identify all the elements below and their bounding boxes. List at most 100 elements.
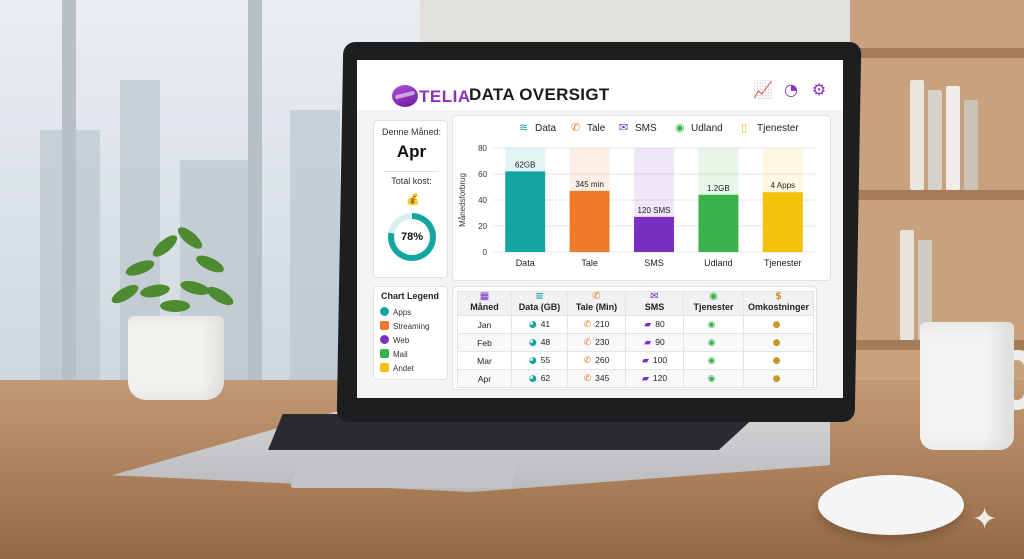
usage-table: ▦ Måned ≡ Data (GB) ✆ Tale (Min) ✉ SMS ◉ Tjen… — [457, 291, 814, 388]
month-summary-card: Denne Måned: Apr Total kost: 💰 78% — [373, 120, 448, 278]
chart-legend-sms: ✉ SMS — [619, 121, 657, 134]
y-tick-label: 0 — [483, 248, 488, 257]
legend-item-web: Web — [380, 335, 448, 347]
bar-data — [505, 171, 546, 252]
data-label: 120 SMS — [638, 206, 671, 215]
usage-chart-card: ≋ Data ✆ Tale ✉ SMS ◉ Udland ▯ Tjenester Måne… — [452, 115, 831, 281]
data-label: 345 min — [575, 180, 603, 189]
legend-item-streaming: Streaming — [380, 321, 448, 333]
phone-icon: ✆ — [583, 356, 592, 366]
globe-icon: ◉ — [707, 374, 716, 384]
database-icon: ≡ — [535, 291, 544, 302]
col-tale: ✆ Tale (Min) — [567, 291, 626, 316]
y-tick-label: 20 — [478, 222, 487, 231]
cost-label: Total kost: — [391, 176, 432, 186]
phone-icon: ✆ — [592, 291, 601, 302]
cell-data: ◕ 62 — [511, 369, 568, 388]
sparkle-icon: ✦ — [972, 502, 998, 537]
phone-icon: ✆ — [571, 121, 581, 134]
chat-icon: ▰ — [641, 356, 649, 366]
money-bag-icon: ● — [772, 320, 781, 330]
cell-omkostninger: ● — [743, 351, 814, 370]
cell-month: Mar — [457, 351, 512, 370]
money-bag-icon: $ — [775, 291, 782, 302]
legend-title: Chart Legend — [381, 291, 440, 301]
data-label: 62GB — [515, 160, 535, 169]
line-chart-icon[interactable]: 📈 — [753, 80, 773, 99]
cell-tjenester: ◉ — [683, 315, 744, 334]
calendar-icon: ▦ — [479, 291, 490, 302]
usage-table-card: ▦ Måned ≡ Data (GB) ✆ Tale (Min) ✉ SMS ◉ Tjen… — [452, 286, 817, 390]
pie-icon — [380, 307, 389, 316]
col-omkostninger: $ Omkostninger — [743, 291, 814, 316]
chat-icon: ▰ — [641, 374, 649, 384]
chart-legend-tjenester: ▯ Tjenester — [741, 121, 799, 134]
legend-item-mail: Mail — [380, 349, 448, 361]
money-bag-icon: ● — [772, 356, 781, 366]
cell-data: ◕ 48 — [511, 333, 568, 352]
data-label: 1.2GB — [707, 184, 730, 193]
bar-tjenester — [762, 192, 803, 252]
phone-icon: ✆ — [583, 320, 592, 330]
gear-icon[interactable]: ⚙ — [811, 80, 827, 99]
computer-mouse[interactable] — [818, 475, 964, 535]
cell-data: ◕ 55 — [511, 351, 568, 370]
cell-tale: ✆ 210 — [567, 315, 626, 334]
money-bag-icon: ● — [772, 374, 781, 384]
globe-icon: ◉ — [709, 291, 718, 302]
telia-logo-icon — [392, 85, 418, 107]
cell-month: Feb — [457, 333, 512, 352]
phone-icon: ✆ — [583, 374, 592, 384]
phone-icon: ✆ — [583, 338, 592, 348]
cell-sms: ▰ 100 — [625, 351, 684, 370]
bar-sms — [634, 216, 674, 252]
money-bag-icon: 💰 — [406, 194, 420, 206]
chart-legend-tale: ✆ Tale — [571, 121, 606, 134]
globe-icon: ◉ — [707, 320, 716, 330]
cell-sms: ▰ 90 — [625, 333, 684, 352]
x-tick-label: Udland — [704, 258, 733, 268]
chat-icon: ▰ — [644, 338, 652, 348]
coffee-mug — [920, 322, 1014, 450]
x-tick-label: Data — [516, 258, 535, 268]
table-row: Jan ◕ 41 ✆ 210 ▰ 80 ◉ ● — [457, 315, 814, 334]
mail-icon — [380, 349, 389, 358]
bar-chart: Månedsforbrug 0 20 40 60 80 62GB Data 345 min Tal… — [458, 144, 815, 268]
table-header-row: ▦ Måned ≡ Data (GB) ✆ Tale (Min) ✉ SMS ◉ Tjen… — [457, 291, 814, 316]
cell-omkostninger: ● — [743, 333, 814, 352]
app-header: TELIA DATA OVERSIGT 📈 ◔ ⚙ — [357, 60, 843, 110]
cell-tale: ✆ 260 — [567, 351, 626, 370]
pie-icon: ◕ — [528, 320, 537, 330]
month-value: Apr — [396, 142, 427, 161]
cell-tale: ✆ 345 — [567, 369, 626, 388]
x-tick-label: Tjenester — [764, 258, 802, 268]
money-bag-icon: ● — [772, 338, 781, 348]
x-tick-label: Tale — [581, 258, 598, 268]
col-tjenester: ◉ Tjenester — [683, 291, 744, 316]
progress-ring: 78% — [388, 213, 436, 261]
bar-tale — [569, 190, 610, 252]
mail-icon: ✉ — [619, 121, 629, 134]
cell-month: Apr — [457, 369, 512, 388]
y-tick-label: 80 — [478, 144, 487, 153]
cell-omkostninger: ● — [743, 369, 814, 388]
film-icon — [380, 321, 389, 330]
table-row: Feb ◕ 48 ✆ 230 ▰ 90 ◉ ● — [457, 333, 814, 352]
legend-item-apps: Apps — [380, 307, 448, 319]
pie-chart-icon[interactable]: ◔ — [784, 80, 798, 99]
x-tick-label: SMS — [644, 258, 664, 268]
cell-sms: ▰ 120 — [625, 369, 684, 388]
chart-legend-udland: ◉ Udland — [675, 121, 723, 134]
pie-icon: ◕ — [528, 374, 537, 384]
pie-icon: ◕ — [528, 356, 537, 366]
cell-tjenester: ◉ — [683, 369, 744, 388]
col-sms: ✉ SMS — [625, 291, 684, 316]
cell-data: ◕ 41 — [511, 315, 568, 334]
globe-icon: ◉ — [675, 121, 685, 134]
laptop-trackpad[interactable] — [290, 452, 520, 488]
col-month: ▦ Måned — [457, 291, 512, 316]
table-row: Mar ◕ 55 ✆ 260 ▰ 100 ◉ ● — [457, 351, 814, 370]
col-data: ≡ Data (GB) — [511, 291, 568, 316]
cell-tjenester: ◉ — [683, 351, 744, 370]
y-tick-label: 40 — [478, 196, 487, 205]
